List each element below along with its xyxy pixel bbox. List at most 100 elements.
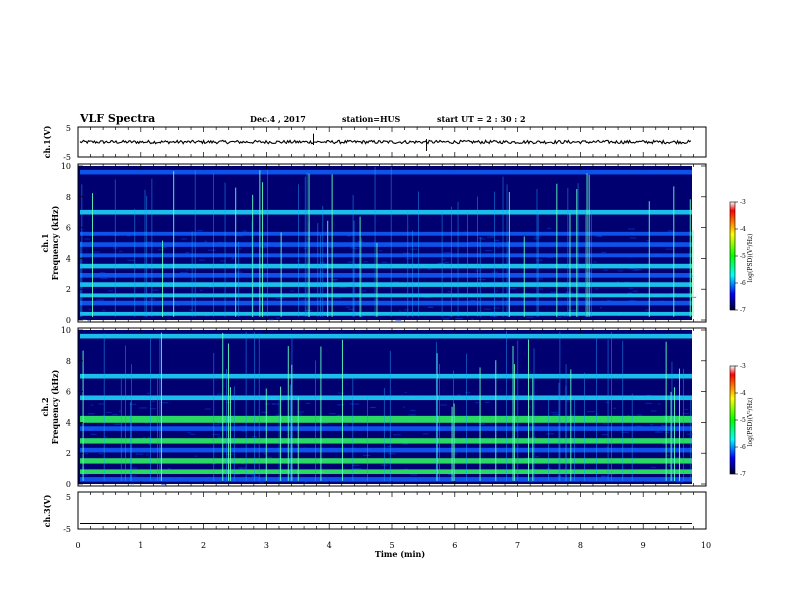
spectrogram-noise xyxy=(387,445,392,448)
ch2-spectrogram-yticks: 0 2 4 6 8 10 xyxy=(61,326,706,489)
spectrogram-noise xyxy=(349,403,353,405)
spectrogram-noise xyxy=(660,424,668,427)
ch3-ytick-top: 5 xyxy=(66,493,71,502)
x-tick-label: 2 xyxy=(201,541,206,550)
spectrogram-noise xyxy=(357,240,364,243)
spectrogram-band xyxy=(80,438,692,444)
spectrogram-noise xyxy=(565,291,574,293)
spectrogram-noise xyxy=(402,443,409,445)
spectrogram-noise xyxy=(127,259,135,261)
spectrogram-noise xyxy=(645,309,649,311)
spectrogram-noise xyxy=(139,407,148,409)
spectrogram-noise xyxy=(484,308,491,310)
spectrogram-noise xyxy=(347,235,350,237)
ch1-colorbar-ticks: -3 -4 -5 -6 -7 xyxy=(735,199,746,314)
spectrogram-noise xyxy=(665,432,670,434)
spectrogram-noise xyxy=(628,287,634,289)
spectrogram-noise xyxy=(299,413,302,415)
spectrogram-noise xyxy=(471,318,474,320)
spectrogram-noise xyxy=(102,309,106,311)
spectrogram-noise xyxy=(603,269,608,271)
spectrogram-noise xyxy=(112,414,118,416)
spectrogram-band xyxy=(80,311,692,316)
spectrogram-noise xyxy=(297,411,305,413)
spectrogram-noise xyxy=(100,277,108,280)
spectrogram-noise xyxy=(126,235,131,237)
colorbar-tick-label: -3 xyxy=(740,199,746,206)
spectrogram-noise xyxy=(241,462,244,465)
spectrogram-noise xyxy=(428,306,434,308)
spectrogram-band xyxy=(80,273,692,278)
spectrogram-noise xyxy=(271,403,275,405)
spectrogram-noise xyxy=(645,402,653,404)
spectrogram-noise xyxy=(345,306,351,308)
spectrogram-noise xyxy=(682,413,690,415)
spectrogram-noise xyxy=(98,403,104,405)
spectrogram-band xyxy=(80,253,692,258)
spectrogram-band xyxy=(80,447,692,453)
spectrogram-noise xyxy=(670,443,677,445)
spectrogram-noise xyxy=(447,291,451,293)
spectrogram-noise xyxy=(81,318,87,321)
spectrogram-noise xyxy=(628,228,636,230)
spectrogram-noise xyxy=(85,453,89,455)
spectrogram-noise xyxy=(487,236,495,238)
spectrogram-noise xyxy=(107,290,114,292)
spectrogram-noise xyxy=(214,424,220,426)
spectrogram-noise xyxy=(347,308,355,310)
x-tick-label: 10 xyxy=(701,541,711,550)
spectrogram-noise xyxy=(196,230,203,232)
spectrogram-noise xyxy=(275,317,280,319)
spectrogram-noise xyxy=(204,408,211,410)
spectrogram-noise xyxy=(395,319,399,321)
x-tick-label: 8 xyxy=(578,541,583,550)
spectrogram-noise xyxy=(381,261,388,263)
spectrogram-noise xyxy=(217,393,223,395)
colorbar-tick-label: -4 xyxy=(740,226,746,233)
spectrogram-band xyxy=(80,242,692,247)
spectrogram-noise xyxy=(535,456,539,458)
spectrogram-noise xyxy=(295,444,298,446)
y-tick-label: 2 xyxy=(66,285,71,294)
spectrogram-noise xyxy=(161,247,167,249)
spectrogram-noise xyxy=(84,238,91,240)
spectrogram-noise xyxy=(508,288,517,290)
ch3-waveform-panel: 5 -5 ch.3(V) xyxy=(42,491,707,534)
spectrogram-noise xyxy=(602,423,607,425)
spectrogram-noise xyxy=(618,270,624,272)
spectrogram-noise xyxy=(87,319,90,322)
spectrogram-noise xyxy=(405,258,412,260)
spectrogram-noise xyxy=(152,400,156,402)
spectrogram-noise xyxy=(259,482,265,484)
spectrogram-noise xyxy=(533,238,540,240)
spectrogram-noise xyxy=(650,410,657,412)
spectrogram-noise xyxy=(161,402,169,404)
spectrogram-noise xyxy=(363,454,371,456)
date-label: Dec.4 , 2017 xyxy=(250,114,306,124)
spectrogram-noise xyxy=(186,269,189,271)
spectrogram-band xyxy=(80,477,692,482)
spectrogram-noise xyxy=(628,300,636,302)
spectrogram-noise xyxy=(514,430,519,432)
spectrogram-noise xyxy=(242,230,248,232)
spectrogram-noise xyxy=(558,316,562,318)
spectrogram-noise xyxy=(129,475,137,477)
spectrogram-noise xyxy=(423,296,432,298)
spectrogram-noise xyxy=(492,307,501,309)
spectrogram-noise xyxy=(593,261,597,263)
spectrogram-noise xyxy=(408,414,416,416)
spectrogram-noise xyxy=(337,404,345,406)
y-tick-label: 0 xyxy=(66,316,71,325)
spectrogram-noise xyxy=(352,403,360,405)
spectrogram-noise xyxy=(280,400,284,402)
spectrogram-noise xyxy=(484,249,493,252)
spectrogram-noise xyxy=(657,403,661,405)
spectrogram-noise xyxy=(99,272,106,274)
spectrogram-noise xyxy=(87,413,95,415)
spectrogram-noise xyxy=(497,247,500,249)
spectrogram-band xyxy=(80,415,692,423)
spectrogram-noise xyxy=(351,464,360,466)
spectrogram-noise xyxy=(145,241,152,243)
ch1-spectrogram-yticks: 0 2 4 6 8 10 xyxy=(61,162,706,325)
